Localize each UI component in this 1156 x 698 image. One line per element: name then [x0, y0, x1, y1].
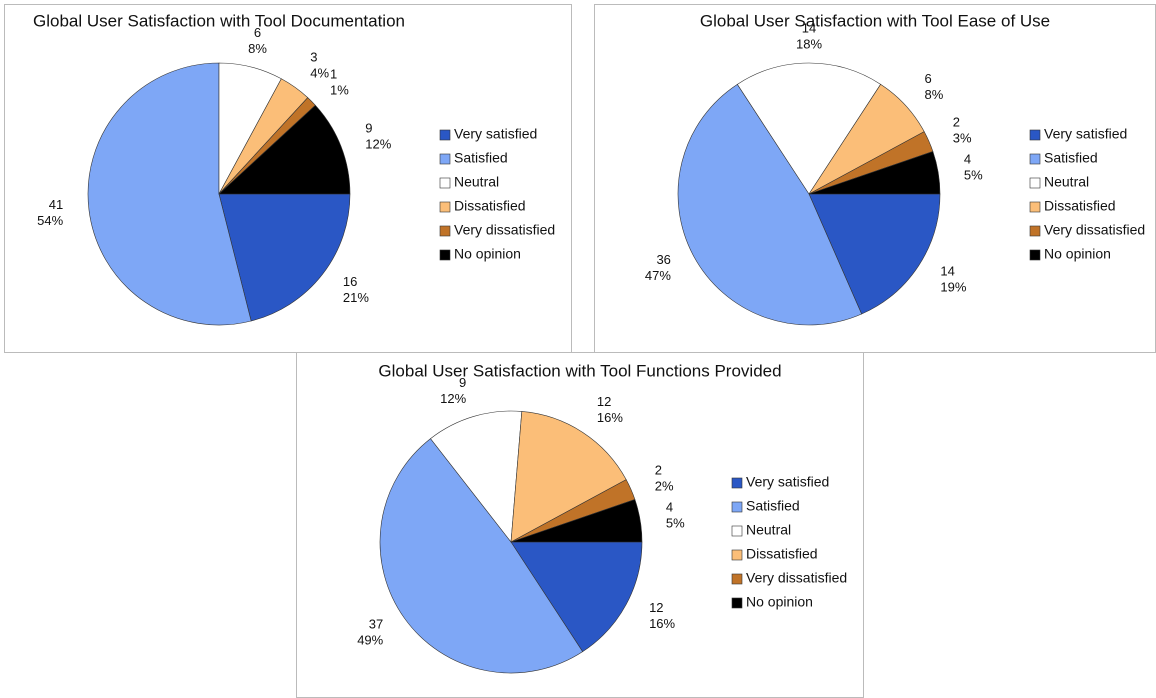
legend-swatch — [439, 153, 451, 165]
value-label: 6 — [254, 25, 261, 40]
legend-label: Very dissatisfied — [1044, 222, 1145, 238]
percent-label: 16% — [649, 616, 675, 631]
percent-label: 8% — [248, 41, 267, 56]
percent-label: 18% — [796, 36, 822, 51]
legend-swatch — [1029, 129, 1041, 141]
percent-label: 1% — [330, 82, 349, 97]
legend-label: No opinion — [746, 594, 813, 610]
percent-label: 49% — [357, 633, 383, 648]
legend-label: Dissatisfied — [746, 546, 818, 562]
percent-label: 19% — [940, 279, 966, 294]
legend-label: Very satisfied — [746, 474, 829, 490]
legend-label: No opinion — [454, 246, 521, 262]
value-label: 9 — [365, 120, 372, 135]
legend-swatch — [1029, 249, 1041, 261]
legend-label: Neutral — [454, 174, 499, 190]
value-label: 6 — [925, 71, 932, 86]
legend-swatch — [1029, 177, 1041, 189]
pie-slice — [218, 104, 351, 195]
percent-label: 16% — [597, 410, 623, 425]
pie-slice — [808, 193, 941, 315]
percent-label: 54% — [37, 213, 63, 228]
value-label: 2 — [655, 462, 662, 477]
pie-slice — [808, 151, 941, 195]
value-label: 16 — [343, 274, 357, 289]
value-label: 12 — [649, 600, 663, 615]
percent-label: 12% — [440, 391, 466, 406]
legend-swatch — [439, 177, 451, 189]
legend-label: Very dissatisfied — [454, 222, 555, 238]
legend-swatch — [731, 525, 743, 537]
legend-swatch — [731, 501, 743, 513]
legend-label: Satisfied — [746, 498, 800, 514]
panel — [4, 4, 572, 353]
percent-label: 12% — [365, 136, 391, 151]
legend-label: Very satisfied — [454, 126, 537, 142]
legend-label: Satisfied — [454, 150, 508, 166]
legend-swatch — [731, 597, 743, 609]
value-label: 36 — [656, 252, 670, 267]
legend-swatch — [1029, 225, 1041, 237]
value-label: 3 — [310, 50, 317, 65]
value-label: 2 — [953, 114, 960, 129]
pie-slice — [510, 541, 643, 653]
legend-swatch — [439, 225, 451, 237]
legend-label: Neutral — [1044, 174, 1089, 190]
value-label: 41 — [49, 197, 63, 212]
chart-title: Global User Satisfaction with Tool Funct… — [378, 361, 781, 380]
legend-label: Dissatisfied — [1044, 198, 1116, 214]
legend-label: Satisfied — [1044, 150, 1098, 166]
legend-label: Very satisfied — [1044, 126, 1127, 142]
percent-label: 8% — [925, 87, 944, 102]
legend-swatch — [439, 249, 451, 261]
value-label: 9 — [459, 375, 466, 390]
value-label: 14 — [940, 263, 954, 278]
legend-swatch — [731, 549, 743, 561]
chart-title: Global User Satisfaction with Tool Ease … — [700, 11, 1050, 30]
value-label: 37 — [369, 617, 383, 632]
pie-slice — [510, 499, 643, 543]
value-label: 1 — [330, 66, 337, 81]
pie-slice — [510, 411, 627, 543]
pie-slice — [218, 193, 351, 322]
legend-swatch — [1029, 201, 1041, 213]
legend-label: Very dissatisfied — [746, 570, 847, 586]
legend-swatch — [439, 201, 451, 213]
value-label: 4 — [666, 500, 673, 515]
pie-slice — [677, 83, 863, 326]
value-label: 14 — [802, 20, 816, 35]
percent-label: 5% — [964, 168, 983, 183]
percent-label: 4% — [310, 66, 329, 81]
percent-label: 47% — [645, 268, 671, 283]
pie-slice — [736, 62, 882, 195]
pie-slice — [430, 410, 523, 543]
legend-label: Neutral — [746, 522, 791, 538]
legend-swatch — [731, 477, 743, 489]
chart-title: Global User Satisfaction with Tool Docum… — [33, 11, 405, 30]
legend-swatch — [731, 573, 743, 585]
percent-label: 21% — [343, 290, 369, 305]
percent-label: 3% — [953, 130, 972, 145]
legend-swatch — [439, 129, 451, 141]
percent-label: 2% — [655, 478, 674, 493]
value-label: 4 — [964, 152, 971, 167]
legend-swatch — [1029, 153, 1041, 165]
value-label: 12 — [597, 394, 611, 409]
pie-slice — [379, 438, 584, 674]
legend-label: Dissatisfied — [454, 198, 526, 214]
percent-label: 5% — [666, 516, 685, 531]
legend-label: No opinion — [1044, 246, 1111, 262]
pie-slice — [87, 62, 252, 326]
